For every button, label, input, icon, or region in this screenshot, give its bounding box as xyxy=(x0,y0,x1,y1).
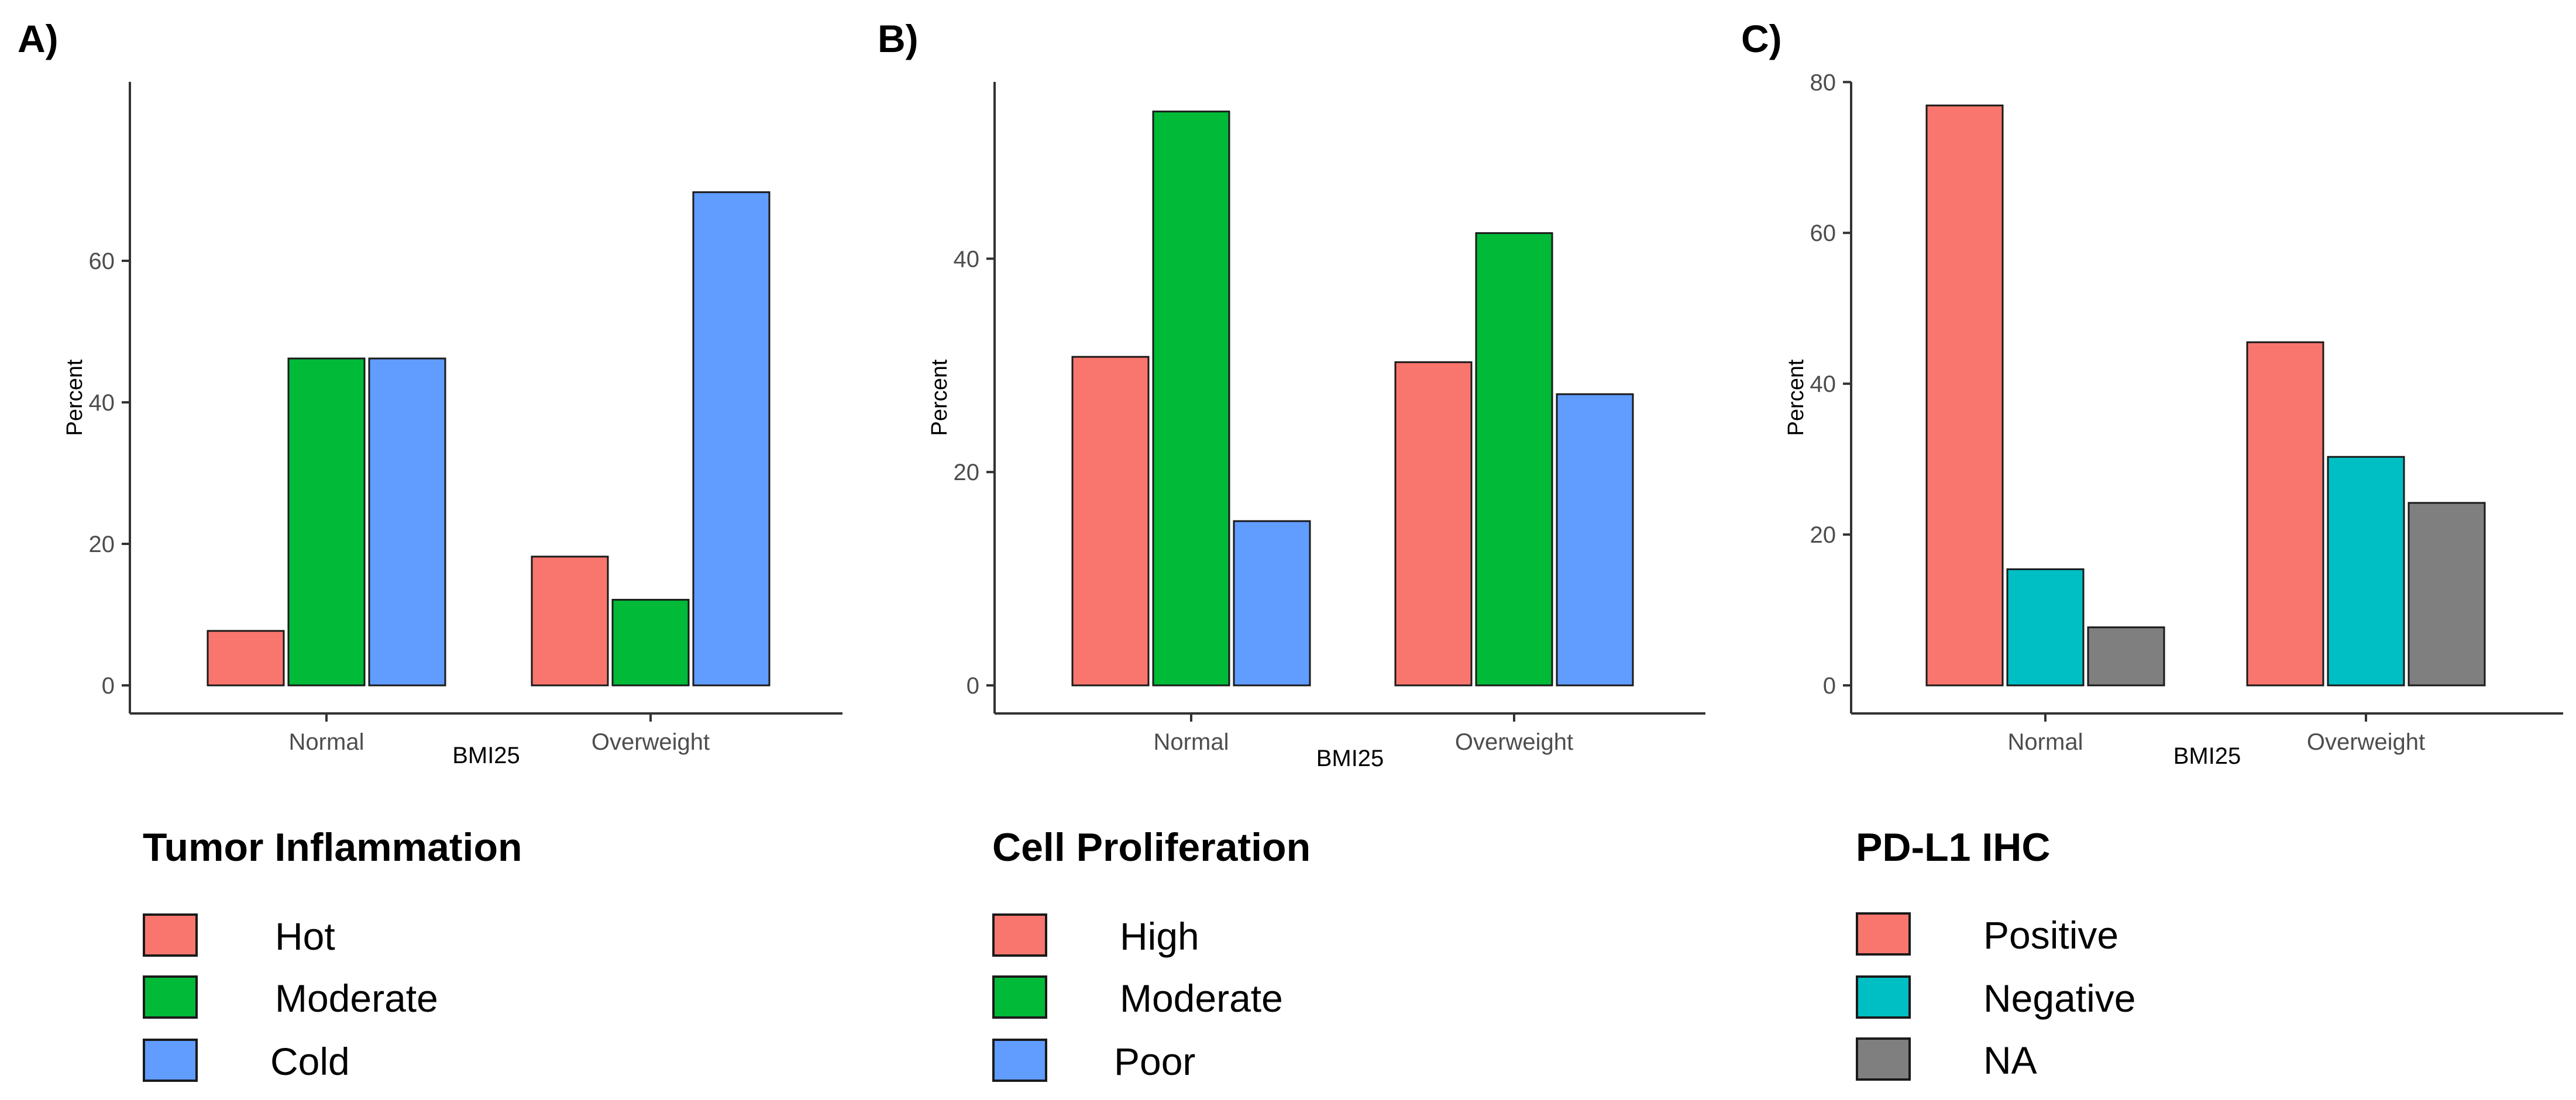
legend-swatch xyxy=(143,913,198,957)
y-tick-label: 0 xyxy=(102,673,115,699)
bar xyxy=(1475,232,1553,687)
y-tick-label: 20 xyxy=(89,532,115,557)
bar xyxy=(368,357,446,687)
x-tick-label: Overweight xyxy=(591,729,710,755)
x-axis-title: BMI25 xyxy=(452,743,520,768)
y-axis-title: Percent xyxy=(1784,359,1808,436)
x-tick-label: Overweight xyxy=(2307,729,2425,755)
bar xyxy=(611,599,690,687)
bar xyxy=(692,191,771,687)
legend-label: Negative xyxy=(1983,977,2136,1020)
bar xyxy=(1152,111,1230,687)
bar xyxy=(1925,104,2004,687)
legend-swatch xyxy=(1856,1037,1911,1081)
legend-label: Moderate xyxy=(1120,977,1283,1020)
legend-label: Moderate xyxy=(275,977,438,1020)
panel-c: C) 0 20 40 60 80 Normal Overweight BMI25 Percent… xyxy=(1718,0,2576,1100)
panel-a: A) 0 20 40 60 Normal Overweight BMI25 Percent T… xyxy=(0,0,859,1100)
y-tick-label: 40 xyxy=(1810,371,1836,397)
legend-title: PD-L1 IHC xyxy=(1856,825,2051,870)
legend-swatch xyxy=(1856,975,1911,1019)
legend-swatch xyxy=(992,975,1047,1019)
bar xyxy=(1556,393,1634,687)
x-tick-label: Normal xyxy=(2008,729,2083,755)
legend-label: Positive xyxy=(1983,913,2119,957)
bar xyxy=(287,357,366,687)
y-tick-label: 40 xyxy=(89,390,115,416)
legend-label: High xyxy=(1120,915,1199,958)
bar xyxy=(2087,626,2165,687)
legend-title: Tumor Inflammation xyxy=(143,825,522,870)
bar-chart: 0 20 40 60 Normal Overweight BMI25 Percent xyxy=(63,82,842,768)
x-axis-title: BMI25 xyxy=(1316,746,1384,771)
bar xyxy=(2246,341,2324,687)
bar xyxy=(1394,361,1473,687)
y-tick-label: 0 xyxy=(967,673,979,699)
panel-label: A) xyxy=(18,17,59,60)
bar xyxy=(1233,520,1311,687)
x-axis-title: BMI25 xyxy=(2173,743,2241,769)
panel-label: C) xyxy=(1741,17,1782,60)
legend-label: Cold xyxy=(270,1040,350,1083)
legend-label: Hot xyxy=(275,915,335,958)
bar xyxy=(2408,502,2486,687)
y-tick-label: 80 xyxy=(1810,70,1836,95)
y-tick-label: 60 xyxy=(89,249,115,274)
bar-chart: 0 20 40 Normal Overweight BMI25 Percent xyxy=(927,82,1705,771)
y-tick-label: 20 xyxy=(1810,522,1836,548)
y-tick-label: 0 xyxy=(1823,673,1836,699)
legend-label: NA xyxy=(1983,1039,2037,1082)
legend-swatch xyxy=(143,975,198,1019)
y-axis-title: Percent xyxy=(927,359,952,436)
y-tick-label: 60 xyxy=(1810,220,1836,246)
x-tick-label: Normal xyxy=(289,729,364,755)
bar xyxy=(207,630,285,687)
legend-title: Cell Proliferation xyxy=(992,825,1311,870)
bar-chart: 0 20 40 60 80 Normal Overweight BMI25 Percent xyxy=(1784,70,2563,769)
panel-b: B) 0 20 40 Normal Overweight BMI25 Percent Cel… xyxy=(859,0,1718,1100)
legend-swatch xyxy=(992,1039,1047,1082)
y-tick-label: 40 xyxy=(954,246,980,272)
panel-label: B) xyxy=(878,17,919,60)
legend-swatch xyxy=(992,913,1047,957)
legend-swatch xyxy=(143,1039,198,1082)
y-tick-label: 20 xyxy=(954,460,980,485)
x-tick-label: Normal xyxy=(1154,729,1229,755)
legend-swatch xyxy=(1856,912,1911,956)
y-axis-title: Percent xyxy=(63,359,87,436)
bar xyxy=(2327,456,2405,687)
x-tick-label: Overweight xyxy=(1455,729,1573,755)
bar xyxy=(2006,568,2085,687)
bar xyxy=(1071,356,1150,687)
legend-label: Poor xyxy=(1114,1040,1196,1083)
bar xyxy=(531,556,609,687)
